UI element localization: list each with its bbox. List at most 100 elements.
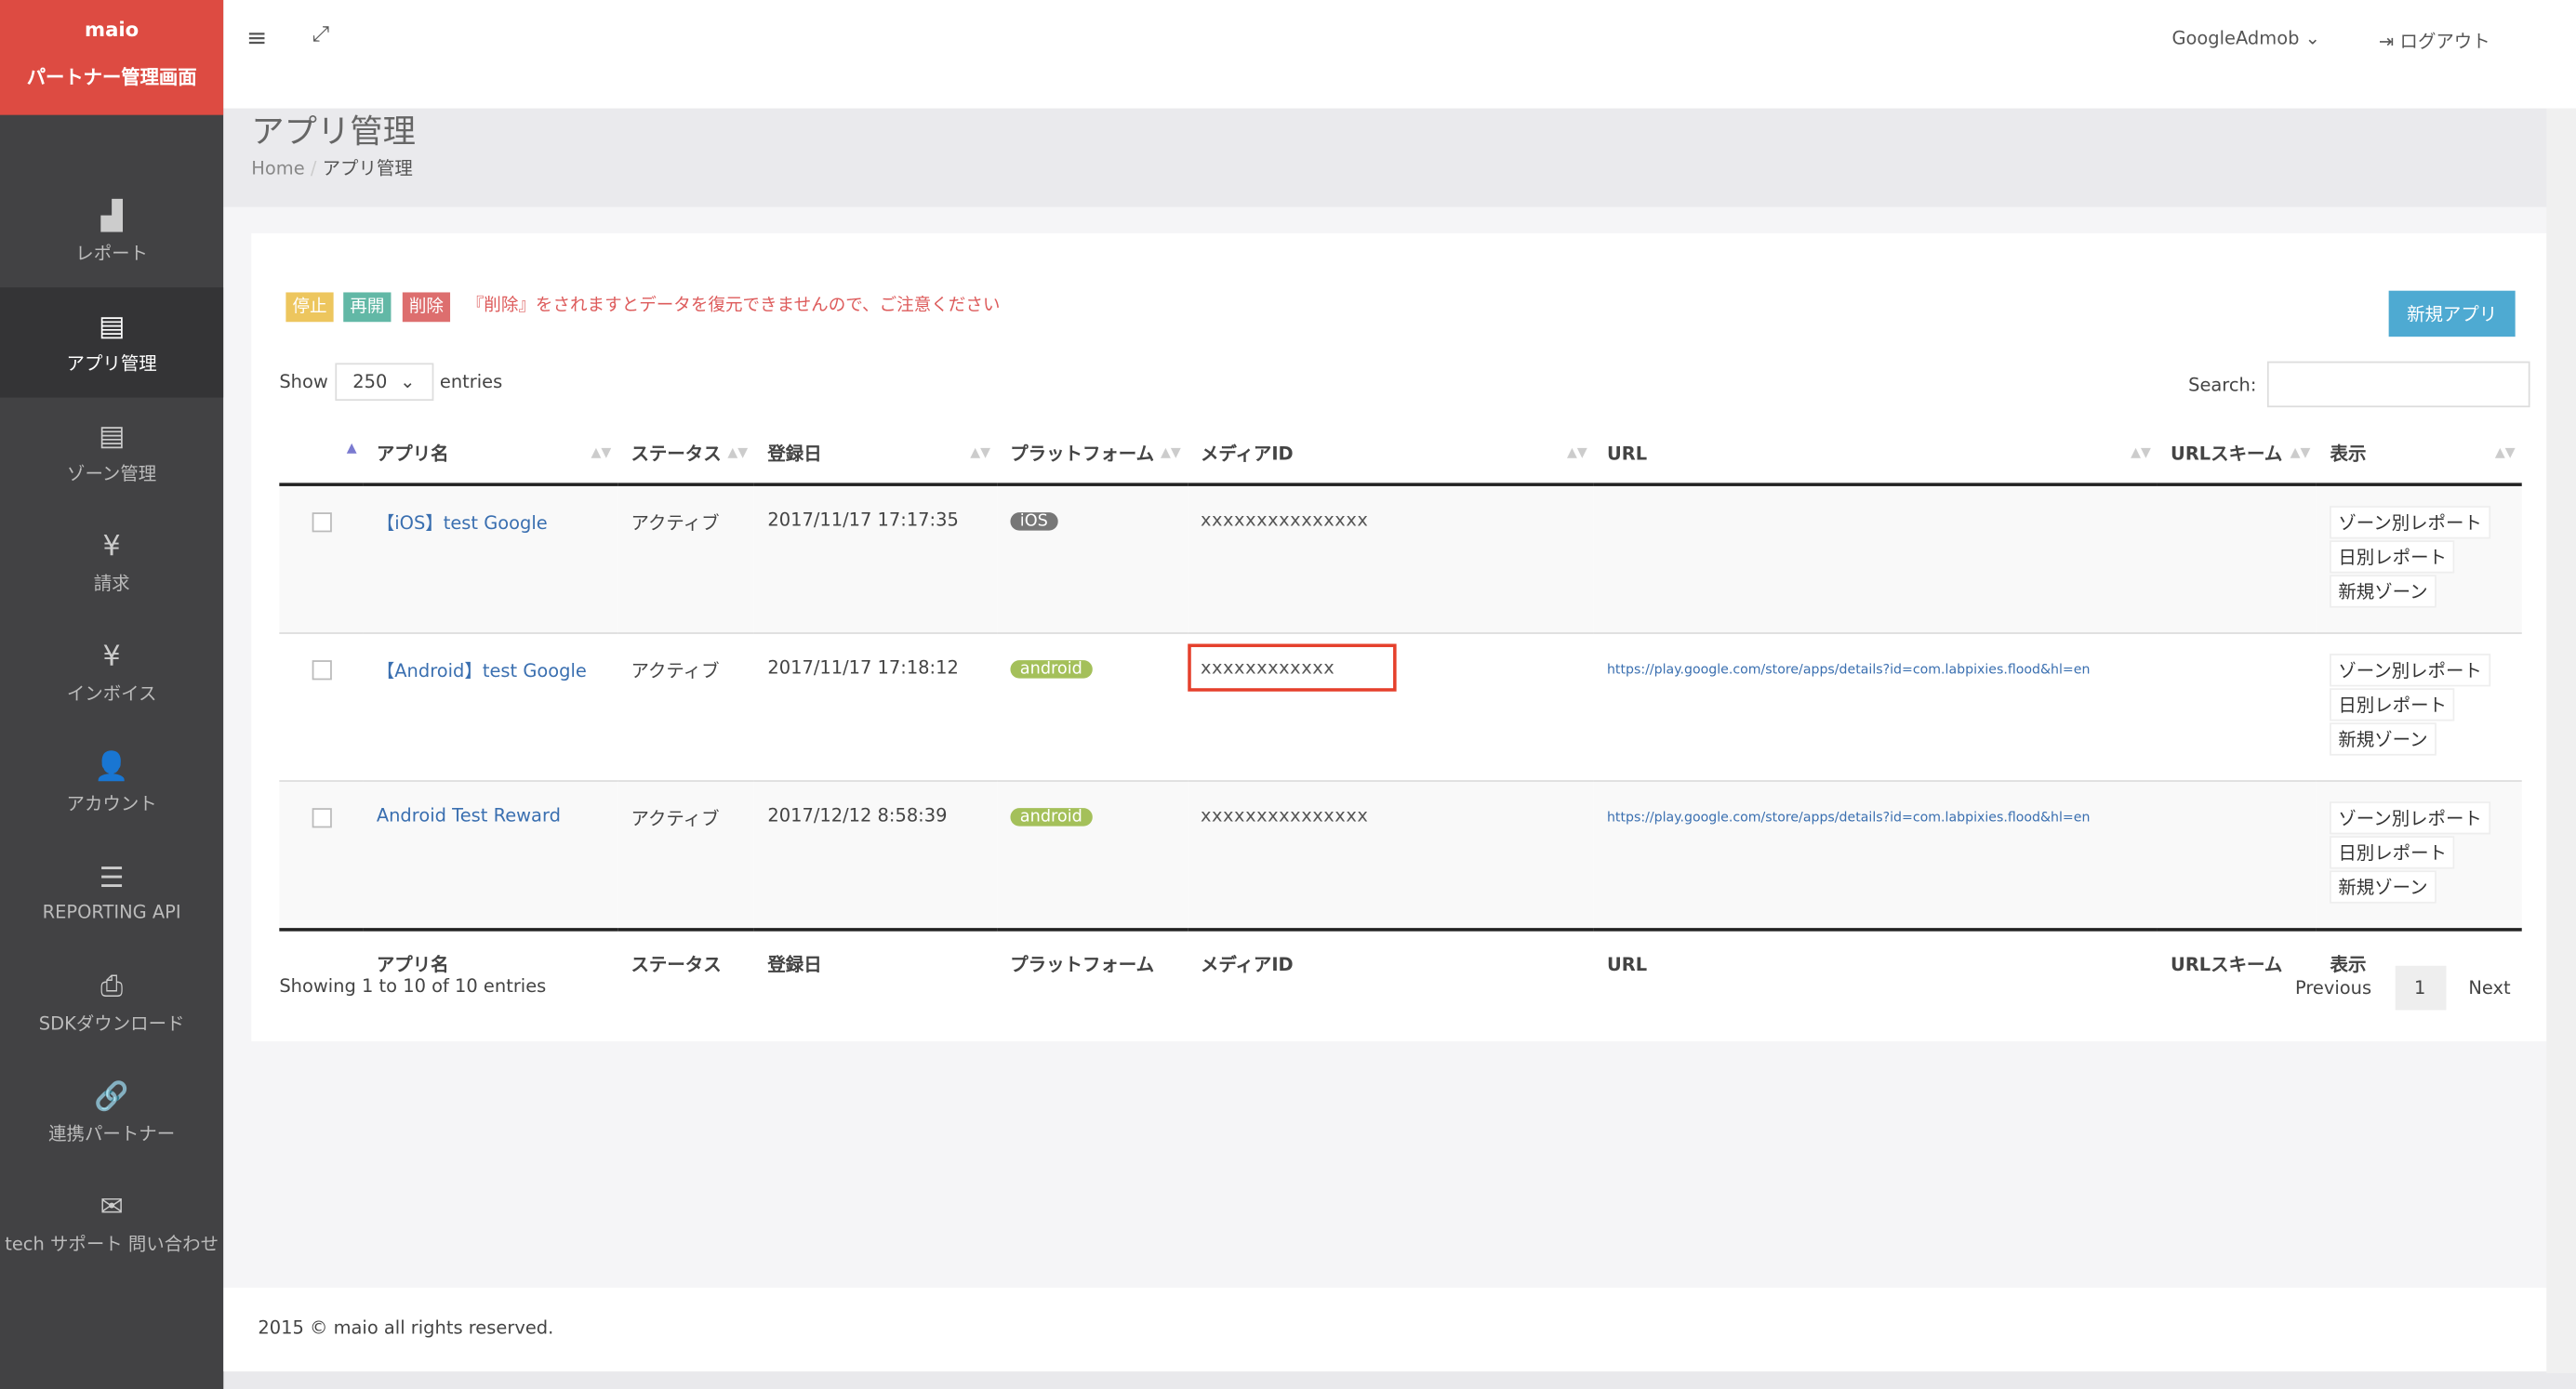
logout-button[interactable]: ⇥ ログアウト (2379, 31, 2490, 53)
chevron-down-icon: ⌄ (400, 371, 416, 393)
column-header: ステータス (617, 928, 755, 998)
search-label: Search: (2188, 373, 2257, 395)
column-header[interactable]: メディアID ▲▼ (1187, 423, 1594, 486)
table-info: Showing 1 to 10 of 10 entries (279, 975, 547, 998)
page-1-button[interactable]: 1 (2394, 965, 2446, 1011)
app-name-link[interactable]: Android Test Reward (376, 804, 561, 827)
sidebar-item-label: REPORTING API (42, 901, 181, 923)
column-header[interactable]: プラットフォーム ▲▼ (997, 423, 1188, 486)
row-checkbox[interactable] (311, 808, 332, 828)
sidebar-item-label: 連携パートナー (48, 1122, 176, 1144)
footer: 2015 © maio all rights reserved. (223, 1288, 2576, 1372)
breadcrumb-current: アプリ管理 (322, 157, 413, 179)
action-button-0[interactable]: ゾーン別レポート (2330, 801, 2490, 835)
sidebar-item-4[interactable]: ¥ インボイス (0, 617, 223, 727)
sidebar-item-label: SDKダウンロード (38, 1012, 185, 1035)
column-header: URL (1593, 928, 2158, 998)
sort-icon: ▲▼ (2131, 444, 2151, 460)
search-input[interactable] (2266, 361, 2530, 408)
table-row: 【Android】test Google アクティブ 2017/11/17 17… (279, 632, 2522, 782)
action-button-0[interactable]: ゾーン別レポート (2330, 654, 2490, 687)
sidebar-item-label: tech サポート 問い合わせ (5, 1232, 219, 1254)
brand-name: maio (85, 18, 139, 42)
sidebar-item-7[interactable]: ⎙ SDKダウンロード (0, 947, 223, 1057)
brand-subtitle: パートナー管理画面 (26, 65, 197, 89)
expand-icon[interactable]: ⤢ (312, 22, 330, 48)
sidebar-item-2[interactable]: ▤ ゾーン管理 (0, 398, 223, 508)
user-icon: 👤 (94, 749, 129, 783)
select-column (279, 928, 364, 998)
column-header[interactable]: 登録日 ▲▼ (754, 423, 998, 486)
action-button-1[interactable]: 日別レポート (2330, 540, 2455, 574)
entries-label: entries (439, 371, 503, 393)
logout-icon: ⇥ (2379, 31, 2400, 53)
action-button-1[interactable]: 日別レポート (2330, 688, 2455, 721)
select-column: ▲ (279, 423, 364, 486)
stop-legend-badge: 停止 (285, 292, 334, 323)
hamburger-menu-icon[interactable]: ≡ (246, 22, 268, 53)
store-url-link[interactable]: https://play.google.com/store/apps/detai… (1606, 809, 2091, 825)
sort-asc-icon[interactable]: ▲ (346, 440, 357, 456)
sort-icon: ▲▼ (1567, 444, 1587, 460)
sort-icon: ▲▼ (591, 444, 612, 460)
sidebar-item-8[interactable]: 🔗 連携パートナー (0, 1058, 223, 1168)
url-scheme (2157, 632, 2317, 782)
column-header[interactable]: アプリ名 ▲▼ (363, 423, 618, 486)
brand-logo[interactable]: maio パートナー管理画面 (0, 0, 224, 115)
action-button-0[interactable]: ゾーン別レポート (2330, 506, 2490, 539)
show-label: Show (279, 371, 328, 393)
column-header[interactable]: URLスキーム ▲▼ (2157, 423, 2317, 486)
sidebar-item-9[interactable]: ✉ tech サポート 問い合わせ (0, 1168, 223, 1277)
sidebar-item-5[interactable]: 👤 アカウント (0, 728, 223, 838)
media-id: xxxxxxxxxxxxxxx (1200, 804, 1369, 827)
list-icon: ☰ (99, 862, 125, 895)
column-header[interactable]: ステータス ▲▼ (617, 423, 755, 486)
envelope-icon: ✉ (100, 1189, 124, 1224)
store-url-link[interactable]: https://play.google.com/store/apps/detai… (1606, 661, 2091, 677)
status: アクティブ (617, 632, 755, 782)
action-button-2[interactable]: 新規ゾーン (2330, 575, 2437, 608)
bar-chart-icon: ▟ (100, 199, 123, 232)
previous-button[interactable]: Previous (2294, 977, 2372, 999)
sort-icon: ▲▼ (970, 444, 991, 460)
scrollbar[interactable] (2546, 108, 2576, 1373)
sidebar-item-3[interactable]: ¥ 請求 (0, 508, 223, 617)
breadcrumb-home[interactable]: Home (251, 157, 305, 179)
new-app-button[interactable]: 新規アプリ (2388, 290, 2516, 337)
account-dropdown[interactable]: GoogleAdmob ⌄ (2171, 28, 2320, 49)
platform-badge: android (1010, 808, 1093, 827)
next-button[interactable]: Next (2468, 977, 2511, 999)
url-scheme (2157, 483, 2317, 634)
app-list-panel: 停止 再開 削除 『削除』をされますとデータを復元できませんので、ご注意ください… (251, 232, 2548, 1042)
action-button-2[interactable]: 新規ゾーン (2330, 870, 2437, 904)
sidebar-item-label: アカウント (66, 792, 157, 814)
sort-icon: ▲▼ (2290, 444, 2311, 460)
platform-badge: iOS (1010, 512, 1058, 531)
column-header[interactable]: 表示 ▲▼ (2317, 423, 2522, 486)
list-icon: ▤ (98, 419, 126, 453)
sidebar-item-0[interactable]: ▟ レポート (0, 178, 223, 287)
entries-select[interactable]: 250 ⌄ (334, 363, 433, 402)
column-header: 登録日 (754, 928, 998, 998)
registered-date: 2017/11/17 17:18:12 (754, 632, 998, 782)
delete-legend-badge: 削除 (402, 292, 451, 323)
yen-icon: ¥ (102, 529, 121, 563)
app-table: ▲ アプリ名 ▲▼ ステータス ▲▼ 登録日 ▲▼ プラットフォーム ▲▼ メディアID ▲▼ URL… (279, 423, 2522, 998)
sidebar-item-label: インボイス (66, 682, 157, 704)
action-button-2[interactable]: 新規ゾーン (2330, 722, 2437, 756)
yen-icon: ¥ (102, 640, 121, 673)
app-name-link[interactable]: 【Android】test Google (376, 660, 587, 682)
row-checkbox[interactable] (311, 512, 332, 533)
action-button-1[interactable]: 日別レポート (2330, 836, 2455, 869)
table-row: 【iOS】test Google アクティブ 2017/11/17 17:17:… (279, 483, 2522, 634)
sidebar-item-6[interactable]: ☰ REPORTING API (0, 838, 223, 947)
media-id: xxxxxxxxxxxxxxx (1200, 509, 1369, 531)
link-icon: 🔗 (94, 1079, 129, 1113)
app-name-link[interactable]: 【iOS】test Google (376, 512, 548, 535)
row-checkbox[interactable] (311, 660, 332, 681)
page-header: アプリ管理 Home / アプリ管理 (223, 108, 2576, 207)
column-header: URLスキーム (2157, 928, 2317, 998)
breadcrumb: Home / アプリ管理 (251, 157, 413, 179)
column-header[interactable]: URL ▲▼ (1593, 423, 2158, 486)
sidebar-item-1[interactable]: ▤ アプリ管理 (0, 287, 224, 398)
